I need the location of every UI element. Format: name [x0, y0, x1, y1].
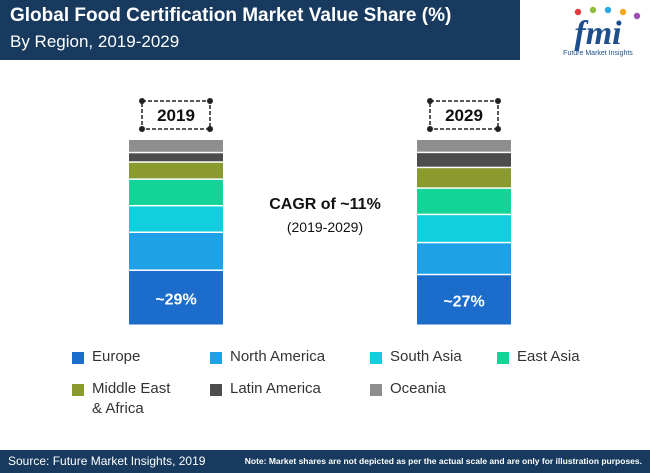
- year-box-corner-2029-2: [427, 126, 433, 132]
- year-box-corner-2019-0: [139, 98, 145, 104]
- bar-segment-2029-0: [417, 275, 511, 325]
- footer-note: Note: Market shares are not depicted as …: [244, 456, 642, 466]
- bar-segment-2019-5: [129, 153, 223, 162]
- bar-segment-2019-6: [129, 140, 223, 152]
- year-box-2019: [141, 100, 211, 130]
- year-box-corner-2019-3: [207, 126, 213, 132]
- category-label-2019: 2019: [157, 106, 195, 125]
- fmi-logo-tagline: Future Market Insights: [563, 50, 633, 57]
- fmi-logo-mark: fmi: [574, 15, 622, 52]
- bar-segment-2029-2: [417, 215, 511, 242]
- year-box-corner-2029-3: [495, 126, 501, 132]
- legend-label: Europe: [92, 348, 141, 365]
- legend-swatch: [72, 384, 84, 396]
- bar-segment-2029-6: [417, 140, 511, 152]
- legend-label: South Asia: [390, 348, 462, 365]
- legend-label: North America: [230, 348, 326, 365]
- bar-segment-2019-1: [129, 233, 223, 270]
- year-box-corner-2029-1: [495, 98, 501, 104]
- cagr-annotation: CAGR of ~11%: [269, 196, 381, 213]
- year-box-corner-2019-1: [207, 98, 213, 104]
- legend-label: Latin America: [230, 380, 321, 397]
- year-box-corner-2019-2: [139, 126, 145, 132]
- legend: Europe North America South Asia East Asia Mi…: [0, 340, 650, 430]
- year-box-corner-2029-0: [427, 98, 433, 104]
- chart-subtitle: By Region, 2019-2029: [10, 32, 180, 51]
- bar-segment-2029-4: [417, 168, 511, 188]
- bar-segment-2019-2: [129, 206, 223, 232]
- legend-label: Oceania: [390, 380, 446, 397]
- legend-swatch: [370, 352, 382, 364]
- legend-swatch: [210, 384, 222, 396]
- footer: Source: Future Market Insights, 2019 Not…: [0, 450, 650, 473]
- cagr-period: (2019-2029): [286, 219, 364, 235]
- bar-segment-2019-4: [129, 162, 223, 179]
- bar-segment-2029-1: [417, 243, 511, 274]
- legend-label: Middle East & Africa: [92, 380, 171, 417]
- legend-swatch: [72, 352, 84, 364]
- stacked-bar-chart: ~29% 2019 ~27% 2029: [129, 98, 511, 325]
- bar-segment-2019-0: [129, 270, 223, 325]
- legend-swatch: [497, 352, 509, 364]
- data-label-2029-0: ~27%: [443, 294, 484, 311]
- chart-title: Global Food Certification Market Value S…: [10, 5, 452, 26]
- bar-segment-2029-5: [417, 153, 511, 167]
- legend-label: East Asia: [517, 348, 580, 365]
- data-label-2019-0: ~29%: [155, 291, 196, 308]
- bar-segment-2029-3: [417, 188, 511, 214]
- legend-swatch: [210, 352, 222, 364]
- header: Global Food Certification Market Value S…: [0, 0, 650, 60]
- legend-swatch: [370, 384, 382, 396]
- header-banner: [0, 0, 520, 60]
- fmi-logo: fmi Future Market Insights: [563, 6, 641, 57]
- bar-segment-2019-3: [129, 179, 223, 205]
- category-label-2029: 2029: [445, 106, 483, 125]
- source-text: Source: Future Market Insights, 2019: [8, 454, 206, 468]
- year-box-2029: [429, 100, 499, 130]
